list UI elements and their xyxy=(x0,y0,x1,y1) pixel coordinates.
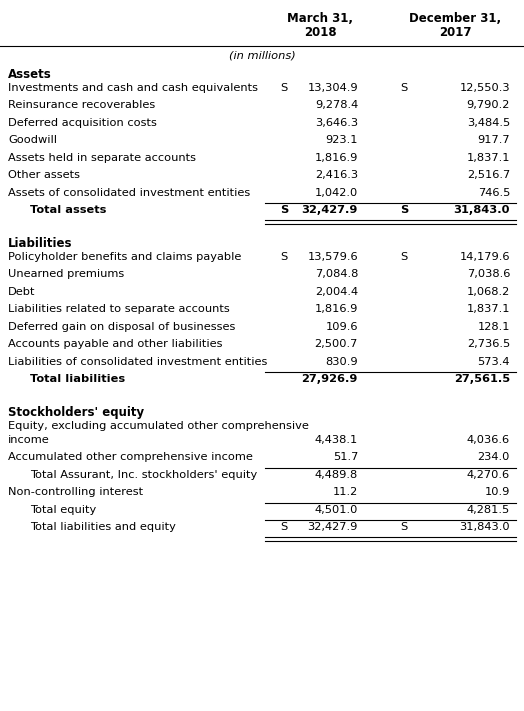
Text: S: S xyxy=(400,83,407,93)
Text: 3,646.3: 3,646.3 xyxy=(315,118,358,128)
Text: 923.1: 923.1 xyxy=(325,135,358,145)
Text: Policyholder benefits and claims payable: Policyholder benefits and claims payable xyxy=(8,252,242,262)
Text: 2,516.7: 2,516.7 xyxy=(467,171,510,181)
Text: March 31,: March 31, xyxy=(287,12,353,25)
Text: Liabilities of consolidated investment entities: Liabilities of consolidated investment e… xyxy=(8,357,267,367)
Text: 2,416.3: 2,416.3 xyxy=(315,171,358,181)
Text: S: S xyxy=(280,83,287,93)
Text: S: S xyxy=(400,523,407,533)
Text: 10.9: 10.9 xyxy=(485,488,510,498)
Text: Accounts payable and other liabilities: Accounts payable and other liabilities xyxy=(8,339,223,349)
Text: S: S xyxy=(280,205,288,215)
Text: Total Assurant, Inc. stockholders' equity: Total Assurant, Inc. stockholders' equit… xyxy=(30,470,257,480)
Text: S: S xyxy=(400,205,408,215)
Text: 9,278.4: 9,278.4 xyxy=(315,100,358,110)
Text: Total liabilities and equity: Total liabilities and equity xyxy=(30,523,176,533)
Text: 1,837.1: 1,837.1 xyxy=(466,304,510,314)
Text: Assets held in separate accounts: Assets held in separate accounts xyxy=(8,153,196,163)
Text: Total equity: Total equity xyxy=(30,505,96,515)
Text: 27,926.9: 27,926.9 xyxy=(302,374,358,384)
Text: 13,304.9: 13,304.9 xyxy=(308,83,358,93)
Text: Deferred acquisition costs: Deferred acquisition costs xyxy=(8,118,157,128)
Text: 2,736.5: 2,736.5 xyxy=(467,339,510,349)
Text: Reinsurance recoverables: Reinsurance recoverables xyxy=(8,100,155,110)
Text: 109.6: 109.6 xyxy=(325,322,358,332)
Text: 4,501.0: 4,501.0 xyxy=(314,505,358,515)
Text: 9,790.2: 9,790.2 xyxy=(467,100,510,110)
Text: Debt: Debt xyxy=(8,287,36,296)
Text: 12,550.3: 12,550.3 xyxy=(460,83,510,93)
Text: Stockholders' equity: Stockholders' equity xyxy=(8,406,144,419)
Text: 4,036.6: 4,036.6 xyxy=(467,435,510,445)
Text: Accumulated other comprehensive income: Accumulated other comprehensive income xyxy=(8,452,253,462)
Text: 234.0: 234.0 xyxy=(477,452,510,462)
Text: 4,489.8: 4,489.8 xyxy=(315,470,358,480)
Text: Unearned premiums: Unearned premiums xyxy=(8,269,124,279)
Text: Assets of consolidated investment entities: Assets of consolidated investment entiti… xyxy=(8,188,250,198)
Text: 2018: 2018 xyxy=(304,26,336,39)
Text: Goodwill: Goodwill xyxy=(8,135,57,145)
Text: 51.7: 51.7 xyxy=(333,452,358,462)
Text: 4,438.1: 4,438.1 xyxy=(315,435,358,445)
Text: 2,004.4: 2,004.4 xyxy=(315,287,358,296)
Text: 830.9: 830.9 xyxy=(325,357,358,367)
Text: 4,270.6: 4,270.6 xyxy=(467,470,510,480)
Text: 1,816.9: 1,816.9 xyxy=(314,153,358,163)
Text: S: S xyxy=(400,252,407,262)
Text: December 31,: December 31, xyxy=(409,12,501,25)
Text: 32,427.9: 32,427.9 xyxy=(308,523,358,533)
Text: S: S xyxy=(280,523,287,533)
Text: 1,042.0: 1,042.0 xyxy=(315,188,358,198)
Text: 1,068.2: 1,068.2 xyxy=(467,287,510,296)
Text: Investments and cash and cash equivalents: Investments and cash and cash equivalent… xyxy=(8,83,258,93)
Text: 32,427.9: 32,427.9 xyxy=(302,205,358,215)
Text: 917.7: 917.7 xyxy=(477,135,510,145)
Text: 4,281.5: 4,281.5 xyxy=(467,505,510,515)
Text: Liabilities: Liabilities xyxy=(8,237,72,250)
Text: Non-controlling interest: Non-controlling interest xyxy=(8,488,143,498)
Text: 13,579.6: 13,579.6 xyxy=(308,252,358,262)
Text: 3,484.5: 3,484.5 xyxy=(467,118,510,128)
Text: 7,084.8: 7,084.8 xyxy=(314,269,358,279)
Text: 31,843.0: 31,843.0 xyxy=(453,205,510,215)
Text: 128.1: 128.1 xyxy=(477,322,510,332)
Text: 1,837.1: 1,837.1 xyxy=(466,153,510,163)
Text: Deferred gain on disposal of businesses: Deferred gain on disposal of businesses xyxy=(8,322,235,332)
Text: (in millions): (in millions) xyxy=(228,50,296,60)
Text: 1,816.9: 1,816.9 xyxy=(314,304,358,314)
Text: Other assets: Other assets xyxy=(8,171,80,181)
Text: 31,843.0: 31,843.0 xyxy=(460,523,510,533)
Text: 746.5: 746.5 xyxy=(477,188,510,198)
Text: Equity, excluding accumulated other comprehensive: Equity, excluding accumulated other comp… xyxy=(8,421,309,431)
Text: Liabilities related to separate accounts: Liabilities related to separate accounts xyxy=(8,304,230,314)
Text: 14,179.6: 14,179.6 xyxy=(460,252,510,262)
Text: 27,561.5: 27,561.5 xyxy=(454,374,510,384)
Text: Total liabilities: Total liabilities xyxy=(30,374,125,384)
Text: 7,038.6: 7,038.6 xyxy=(467,269,510,279)
Text: S: S xyxy=(280,252,287,262)
Text: Assets: Assets xyxy=(8,68,52,81)
Text: 573.4: 573.4 xyxy=(477,357,510,367)
Text: 11.2: 11.2 xyxy=(333,488,358,498)
Text: 2017: 2017 xyxy=(439,26,471,39)
Text: Total assets: Total assets xyxy=(30,205,106,215)
Text: income: income xyxy=(8,435,50,445)
Text: 2,500.7: 2,500.7 xyxy=(314,339,358,349)
